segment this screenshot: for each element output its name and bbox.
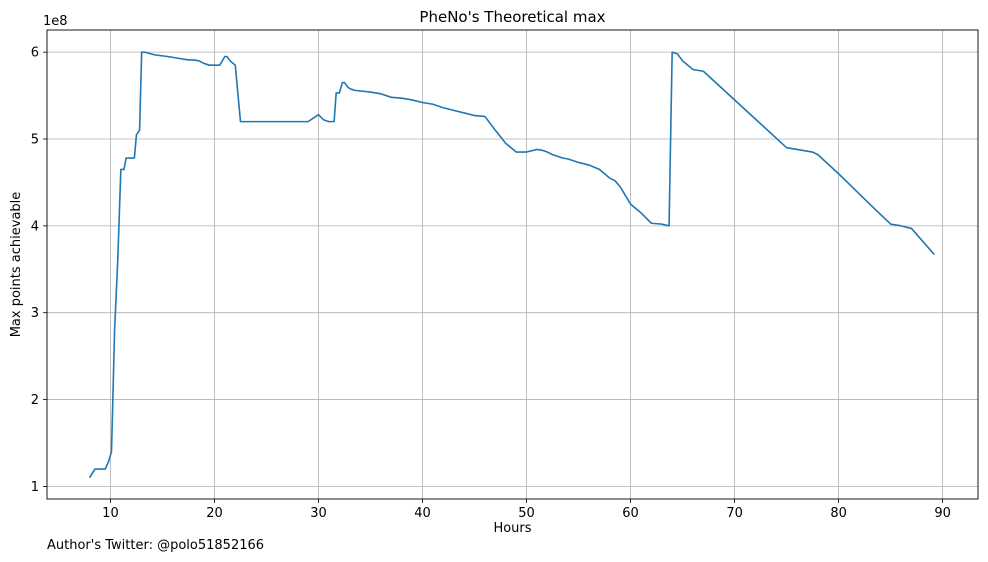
- x-tick-label: 60: [622, 506, 639, 521]
- y-tick-label: 4: [31, 219, 39, 234]
- y-tick-label: 2: [31, 393, 39, 408]
- x-tick-label: 10: [102, 506, 119, 521]
- y-axis-title: Max points achievable: [9, 192, 24, 338]
- x-tick-label: 20: [206, 506, 223, 521]
- x-tick-label: 30: [310, 506, 327, 521]
- plot-frame: [46, 29, 979, 500]
- x-tick-label: 50: [518, 506, 535, 521]
- chart-title: PheNo's Theoretical max: [419, 8, 605, 26]
- x-tick-label: 90: [934, 506, 951, 521]
- y-tick-label: 3: [31, 306, 39, 321]
- series-layer: [88, 51, 935, 479]
- axes: [46, 29, 979, 500]
- y-tick-label: 6: [31, 46, 39, 61]
- grid: [47, 30, 978, 499]
- series-line: [88, 51, 935, 479]
- y-tick-label: 1: [31, 480, 39, 495]
- author-note: Author's Twitter: @polo51852166: [47, 538, 265, 553]
- x-tick-label: 40: [414, 506, 431, 521]
- ticks: 10 20 30 40 50 60 70 80 90 1 2 3 4 5 6: [31, 46, 951, 521]
- x-axis-title: Hours: [493, 521, 531, 536]
- x-tick-label: 80: [830, 506, 847, 521]
- x-tick-label: 70: [726, 506, 743, 521]
- y-scale-multiplier: 1e8: [43, 14, 68, 29]
- y-tick-label: 5: [31, 132, 39, 147]
